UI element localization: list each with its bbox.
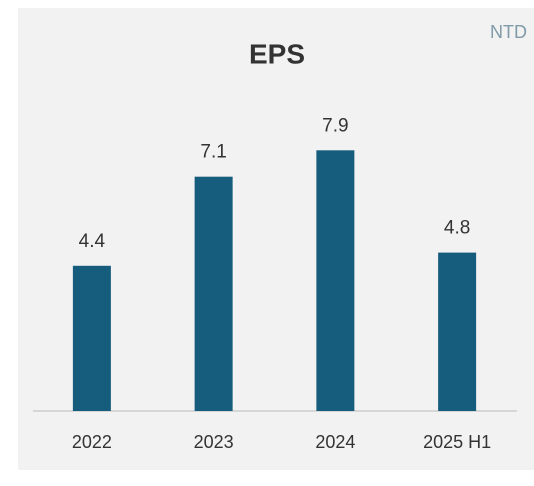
bar	[316, 150, 355, 412]
x-tick-label: 2023	[194, 432, 234, 452]
value-label: 4.4	[79, 231, 106, 252]
bar	[438, 252, 477, 411]
unit-label: NTD	[490, 22, 527, 42]
bar	[194, 176, 233, 411]
bar	[72, 265, 111, 411]
chart-title: EPS	[249, 38, 305, 69]
x-tick-label: 2022	[72, 432, 112, 452]
x-tick-label: 2024	[315, 432, 355, 452]
value-label: 4.8	[444, 218, 470, 239]
value-label: 7.1	[200, 142, 226, 163]
value-label: 7.9	[322, 115, 348, 136]
x-tick-label: 2025 H1	[423, 432, 491, 452]
